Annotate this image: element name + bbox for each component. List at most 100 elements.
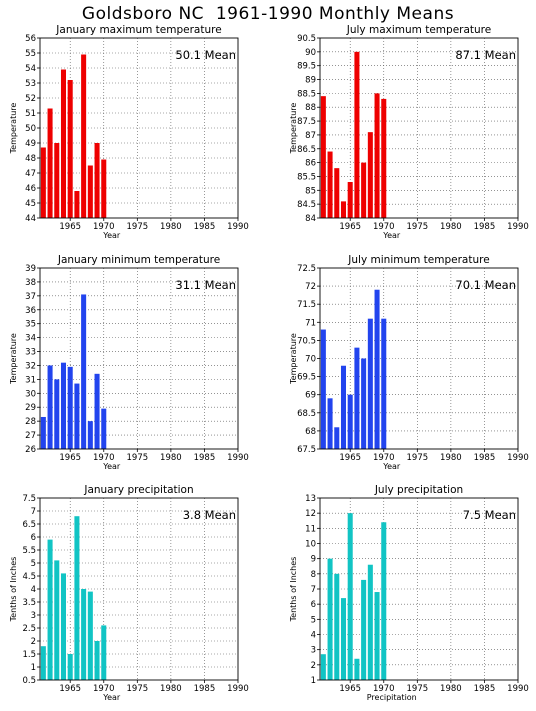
x-tick-label: 1965 [59, 222, 81, 232]
bar-1962 [327, 151, 333, 218]
y-tick-label: 85.5 [297, 172, 316, 182]
mean-label: 7.5 Mean [463, 508, 516, 522]
x-tick-label: 1975 [127, 222, 149, 232]
plot-frame [319, 497, 519, 681]
bar-1968 [367, 132, 373, 218]
y-tick-label: 37 [25, 292, 36, 302]
y-tick-label: 30 [25, 389, 36, 399]
x-axis-label: Year [102, 693, 121, 702]
chart-title: January precipitation [83, 484, 193, 496]
bar-1963 [54, 560, 60, 680]
chart-title: July minimum temperature [347, 254, 489, 266]
bar-1961 [40, 147, 46, 218]
y-tick-label: 71 [305, 318, 316, 328]
y-tick-label: 26 [25, 445, 36, 455]
x-tick-label: 1970 [373, 453, 395, 463]
y-axis-label: Temperature [289, 333, 298, 385]
y-tick-label: 7 [311, 585, 316, 595]
y-tick-label: 6 [31, 533, 36, 543]
y-tick-label: 4 [31, 585, 36, 595]
y-tick-label: 13 [305, 494, 316, 504]
y-tick-label: 12 [305, 509, 316, 519]
bar-1962 [47, 108, 53, 218]
bar-1968 [367, 318, 373, 449]
x-tick-label: 1970 [373, 222, 395, 232]
bar-1970 [101, 408, 107, 449]
bar-1961 [320, 329, 326, 449]
y-tick-label: 55 [25, 49, 36, 59]
bar-1961 [320, 96, 326, 218]
y-tick-label: 45 [25, 199, 36, 209]
bar-1969 [374, 289, 380, 449]
bar-1964 [340, 365, 347, 449]
bar-1965 [67, 366, 73, 449]
y-tick-label: 38 [25, 278, 36, 288]
mean-label: 50.1 Mean [175, 48, 236, 62]
y-tick-label: 47 [25, 169, 36, 179]
bar-1965 [347, 182, 353, 218]
y-tick-label: 68 [305, 427, 316, 437]
y-tick-label: 6.5 [22, 520, 36, 530]
bar-1970 [381, 98, 387, 218]
y-tick-label: 6 [311, 600, 316, 610]
bar-1966 [354, 51, 360, 218]
bar-1965 [347, 513, 353, 680]
bar-1965 [67, 654, 73, 680]
y-tick-label: 1 [311, 676, 316, 686]
x-axis-label: Year [382, 231, 401, 240]
y-tick-label: 4.5 [22, 572, 36, 582]
y-tick-label: 90 [305, 48, 316, 58]
x-tick-label: 1980 [440, 222, 462, 232]
y-tick-label: 2 [311, 661, 316, 671]
bar-1962 [47, 539, 53, 680]
y-tick-label: 34 [25, 334, 36, 344]
bar-1965 [67, 80, 73, 218]
plot-frame [319, 37, 519, 219]
y-tick-label: 32 [25, 361, 36, 371]
y-tick-label: 33 [25, 348, 36, 358]
chart-panel-4: 67.5 68 68.5 69 69.5 70 70.5 71 71.5 72 72.5 1965 19… [289, 254, 529, 471]
y-tick-label: 84 [305, 214, 316, 224]
x-tick-label: 1985 [194, 222, 216, 232]
bar-1968 [87, 165, 93, 218]
y-tick-label: 5.5 [22, 546, 36, 556]
x-tick-label: 1980 [440, 453, 462, 463]
y-axis-label: Temperature [9, 103, 18, 155]
y-tick-label: 53 [25, 79, 36, 89]
bar-1967 [81, 589, 87, 680]
x-tick-label: 1970 [93, 684, 115, 694]
bar-1963 [54, 379, 60, 449]
bar-1967 [361, 579, 367, 680]
x-tick-label: 1975 [127, 684, 149, 694]
y-tick-label: 85 [305, 186, 316, 196]
bar-1969 [374, 93, 380, 218]
y-tick-label: 5 [31, 559, 36, 569]
chart-title: January maximum temperature [55, 24, 221, 36]
y-tick-label: 70.5 [297, 336, 316, 346]
y-tick-label: 49 [25, 139, 36, 149]
bar-1961 [320, 654, 326, 680]
y-tick-label: 3 [31, 611, 36, 621]
x-tick-label: 1970 [93, 222, 115, 232]
x-tick-label: 1985 [194, 684, 216, 694]
bar-1968 [87, 421, 93, 449]
x-axis-label: Year [102, 462, 121, 471]
x-tick-label: 1965 [339, 684, 361, 694]
bar-1967 [361, 162, 367, 218]
chart-title: July precipitation [374, 484, 463, 496]
bar-1963 [334, 573, 340, 680]
x-tick-label: 1975 [407, 222, 429, 232]
x-tick-label: 1965 [59, 684, 81, 694]
y-tick-label: 86.5 [297, 145, 316, 155]
x-tick-label: 1970 [93, 453, 115, 463]
x-tick-label: 1975 [127, 453, 149, 463]
y-tick-label: 3.5 [22, 598, 36, 608]
y-tick-label: 3 [311, 646, 316, 656]
y-tick-label: 39 [25, 264, 36, 274]
x-tick-label: 1985 [194, 453, 216, 463]
y-tick-label: 72.5 [297, 264, 316, 274]
chart-panel-5: 0.5 1 1.5 2 2.5 3 3.5 4 4.5 5 5.5 6 6.5 7 7.5 1965 1970 1… [9, 484, 249, 702]
y-tick-label: 2.5 [22, 624, 36, 634]
y-tick-label: 89.5 [297, 62, 316, 72]
